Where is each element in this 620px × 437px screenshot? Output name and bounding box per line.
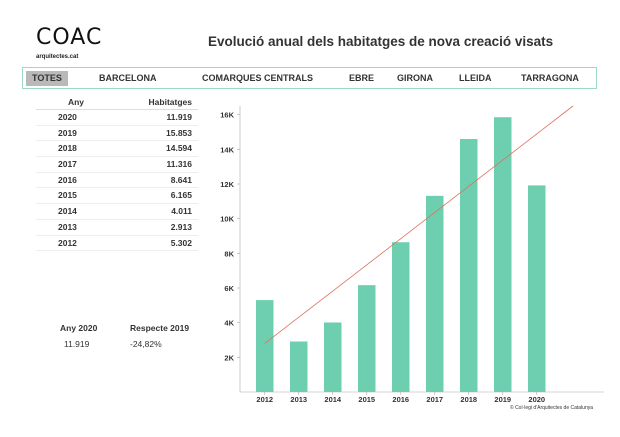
table-row[interactable]: 2019 15.853: [36, 126, 198, 142]
x-tick-label: 2019: [494, 395, 511, 404]
cell-year: 2018: [58, 143, 77, 154]
x-tick-label: 2015: [358, 395, 375, 404]
cell-year: 2020: [58, 112, 77, 122]
logo-mark: COAC: [36, 25, 103, 50]
table-row[interactable]: 2015 6.165: [36, 188, 198, 205]
bar-2013: [290, 341, 308, 392]
cell-year: 2019: [58, 127, 77, 138]
table-body: 2020 11.919 2019 15.853 2018 14.594 2017 11.316…: [36, 110, 198, 252]
cell-year: 2012: [58, 237, 77, 248]
tab-tarragona[interactable]: TARRAGONA: [521, 73, 579, 83]
x-tick-label: 2018: [460, 395, 477, 404]
y-tick-label: 8K: [224, 249, 234, 258]
x-tick-label: 2013: [290, 395, 307, 404]
tab-comarques-centrals[interactable]: COMARQUES CENTRALS: [202, 73, 314, 83]
cell-year: 2017: [58, 159, 77, 170]
y-tick-label: 10K: [220, 215, 234, 224]
cell-habitatges: 14.594: [166, 143, 192, 154]
x-tick-label: 2012: [256, 395, 273, 404]
cell-habitatges: 11.919: [166, 112, 192, 122]
tab-totes[interactable]: TOTES: [26, 71, 68, 86]
logo-subtitle: arquitectes.cat: [36, 54, 79, 60]
tab-lleida[interactable]: LLEIDA: [459, 73, 492, 83]
cell-habitatges: 15.853: [166, 127, 192, 138]
bar-2015: [358, 285, 376, 392]
trend-line: [264, 105, 574, 344]
bar-2017: [426, 195, 444, 392]
cell-year: 2016: [58, 174, 77, 185]
column-header-any[interactable]: Any: [67, 97, 85, 107]
summary-compare-label: Respecte 2019: [130, 323, 190, 333]
x-tick-label: 2016: [392, 395, 409, 404]
bar-2014: [324, 322, 342, 392]
column-header-habitatges[interactable]: Habitatges: [148, 97, 192, 107]
bar-2020: [528, 185, 546, 392]
table-row[interactable]: 2016 8.641: [36, 173, 198, 189]
table-row[interactable]: 2017 11.316: [36, 157, 198, 173]
bar-chart: 2K 4K 6K 8K 10K 12K 14K 16K 2012 2013 2014 2015 2016…: [220, 105, 604, 404]
y-tick-label: 16K: [220, 111, 234, 120]
table-row[interactable]: 2014 4.011: [36, 204, 198, 220]
cell-habitatges: 11.316: [166, 159, 192, 170]
region-tab-bar: TOTES BARCELONA COMARQUES CENTRALS EBRE …: [22, 67, 597, 89]
copyright-credit: © Col·legi d'Arquitectes de Catalunya: [510, 405, 594, 411]
cell-habitatges: 4.011: [171, 206, 192, 217]
bar-2018: [460, 139, 478, 392]
summary-change: -24,82%: [130, 339, 162, 349]
cell-habitatges: 5.302: [170, 237, 192, 248]
x-tick-label: 2014: [324, 395, 342, 404]
y-tick-label: 2K: [224, 353, 234, 362]
cell-year: 2013: [58, 221, 77, 232]
tab-ebre[interactable]: EBRE: [349, 73, 375, 83]
cell-habitatges: 2.913: [170, 221, 192, 232]
coac-logo[interactable]: COAC arquitectes.cat: [36, 25, 103, 61]
summary-year-label: Any 2020: [60, 323, 98, 333]
cell-year: 2015: [58, 190, 77, 201]
summary-value: 11.919: [64, 339, 90, 349]
bar-2012: [256, 300, 274, 392]
table-row[interactable]: 2018 14.594: [36, 141, 198, 158]
data-table: Any Habitatges 2020 11.919 2019 15.853 2018 1…: [36, 94, 198, 252]
bar-2016: [392, 242, 410, 392]
x-tick-label: 2017: [426, 395, 443, 404]
tab-girona[interactable]: GIRONA: [397, 73, 433, 83]
cell-habitatges: 8.641: [170, 174, 192, 185]
cell-year: 2014: [58, 206, 77, 217]
table-row[interactable]: 2020 11.919: [36, 110, 198, 126]
page-title: Evolució anual dels habitatges de nova c…: [208, 34, 554, 49]
table-header: Any Habitatges: [36, 94, 198, 110]
table-row[interactable]: 2013 2.913: [36, 220, 198, 236]
x-tick-label: 2020: [528, 395, 545, 404]
table-row[interactable]: 2012 5.302: [36, 236, 198, 252]
y-tick-label: 6K: [224, 284, 234, 293]
bar-2019: [494, 117, 512, 393]
y-tick-label: 14K: [220, 145, 234, 154]
y-tick-label: 12K: [220, 180, 234, 189]
tab-barcelona[interactable]: BARCELONA: [99, 73, 157, 83]
cell-habitatges: 6.165: [170, 190, 192, 201]
y-tick-label: 4K: [224, 319, 234, 328]
